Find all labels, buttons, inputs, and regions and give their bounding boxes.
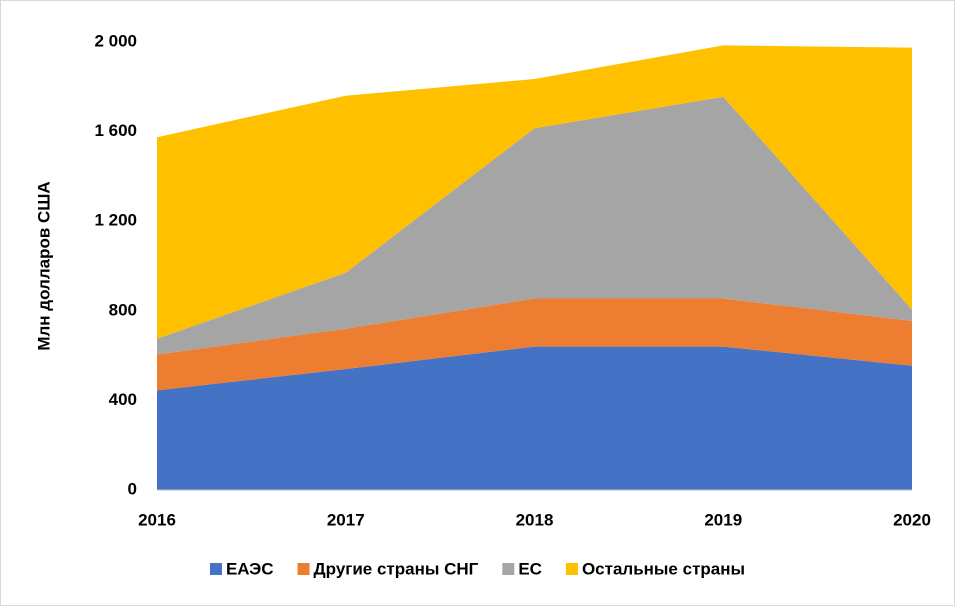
x-tick-label: 2019: [704, 510, 742, 529]
legend-label: Остальные страны: [582, 559, 745, 578]
y-tick-label: 800: [109, 300, 137, 319]
legend-label: ЕС: [518, 559, 542, 578]
legend-swatch: [209, 563, 222, 575]
y-tick-label: 1 200: [94, 211, 137, 230]
area: [157, 346, 912, 490]
y-tick-label: 400: [109, 390, 137, 409]
x-tick-label: 2020: [893, 510, 931, 529]
x-tick-label: 2016: [138, 510, 176, 529]
x-tick-label: 2018: [516, 510, 554, 529]
legend-label: Другие страны СНГ: [314, 559, 479, 578]
legend-label: ЕАЭС: [226, 559, 274, 578]
y-tick-label: 2 000: [94, 31, 137, 50]
y-axis-title: Млн долларов США: [34, 181, 53, 350]
y-tick-label: 0: [128, 479, 137, 498]
legend-swatch: [502, 563, 515, 575]
area: [157, 45, 912, 339]
area: [157, 96, 912, 355]
area: [157, 298, 912, 391]
x-tick-label: 2017: [327, 510, 365, 529]
legend-swatch: [297, 563, 310, 575]
legend-swatch: [565, 563, 578, 575]
y-tick-label: 1 600: [94, 121, 137, 140]
